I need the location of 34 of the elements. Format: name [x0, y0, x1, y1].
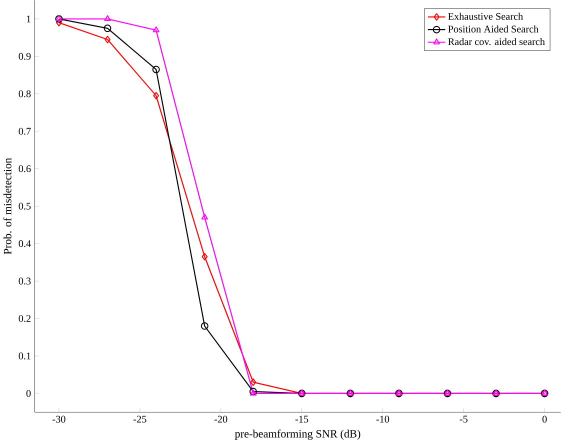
y-tick-label: 1 [26, 15, 30, 22]
y-tick-label: 0.7 [18, 128, 31, 135]
y-tick-label: 0 [26, 390, 31, 397]
y-axis-title: Prob. of misdetection [3, 158, 12, 254]
point [104, 36, 110, 44]
y-tick-label: 0.1 [18, 352, 30, 360]
point [200, 322, 208, 330]
y-tick-label: 0.5 [18, 202, 31, 210]
point [104, 15, 111, 21]
legend-label: Exhaustive Search [448, 12, 523, 20]
x-tick-label: 0 [542, 416, 547, 422]
x-tick-label: -15 [295, 416, 308, 422]
point [152, 66, 160, 74]
x-tick-label: -30 [52, 416, 66, 422]
point [56, 18, 62, 26]
x-tick-label: -10 [376, 416, 390, 422]
y-tick-label: 0.3 [18, 278, 31, 284]
y-tick-label: 0.8 [18, 90, 31, 98]
legend-label: Position Aided Search [448, 25, 539, 32]
y-tick-label: 0.4 [18, 240, 31, 247]
point [153, 92, 160, 100]
x-tick-label: -25 [134, 416, 146, 422]
y-tick-label: 0.6 [18, 165, 31, 172]
legend-label: Radar cov. aided search [448, 38, 545, 46]
x-axis-title: pre-beamforming SNR (dB) [234, 429, 360, 440]
point [201, 214, 208, 220]
y-tick-label: 0.2 [18, 314, 31, 322]
x-tick-label: -5 [460, 416, 468, 422]
x-tick-label: -20 [214, 416, 228, 422]
point [250, 378, 256, 386]
point [104, 24, 112, 32]
point [152, 26, 160, 32]
point [202, 252, 208, 260]
y-tick-label: 0.9 [18, 52, 31, 60]
